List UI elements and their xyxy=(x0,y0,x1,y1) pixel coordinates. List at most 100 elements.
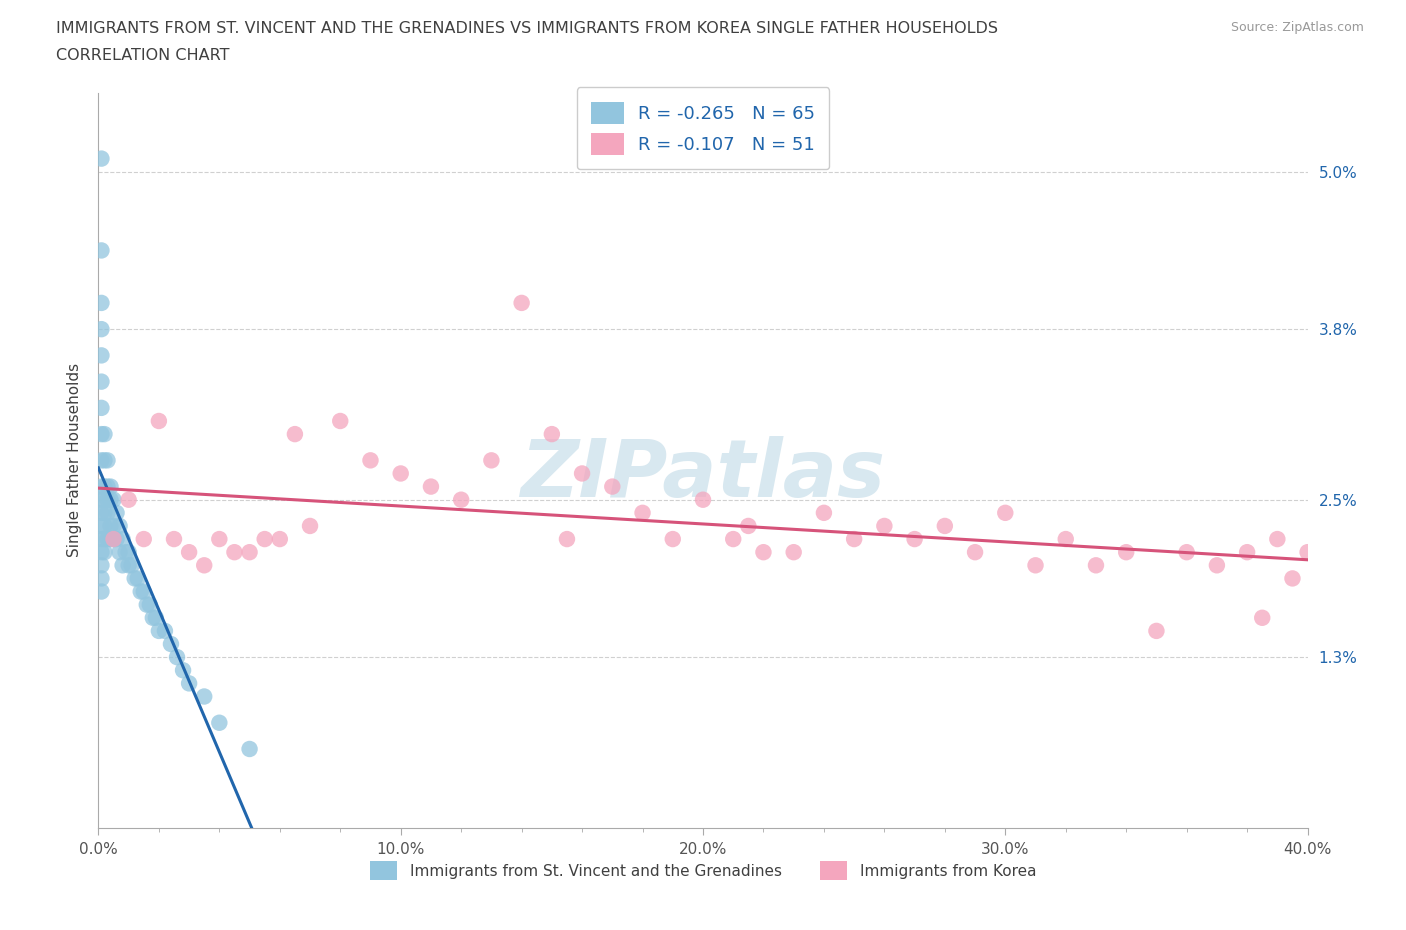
Point xyxy=(96,453,118,468)
Point xyxy=(208,715,231,730)
Point xyxy=(93,427,115,442)
Point xyxy=(93,453,115,468)
Point xyxy=(90,492,112,507)
Point xyxy=(224,545,246,560)
Point xyxy=(179,545,201,560)
Point xyxy=(114,545,136,560)
Point xyxy=(934,519,956,534)
Point xyxy=(90,519,112,534)
Point xyxy=(90,348,112,363)
Point xyxy=(93,545,115,560)
Point xyxy=(148,623,170,638)
Point xyxy=(844,532,866,547)
Point xyxy=(692,492,714,507)
Point xyxy=(965,545,987,560)
Point xyxy=(90,296,112,311)
Text: IMMIGRANTS FROM ST. VINCENT AND THE GRENADINES VS IMMIGRANTS FROM KOREA SINGLE F: IMMIGRANTS FROM ST. VINCENT AND THE GREN… xyxy=(56,21,998,36)
Point xyxy=(752,545,775,560)
Point xyxy=(360,453,382,468)
Point xyxy=(96,492,118,507)
Point xyxy=(111,558,134,573)
Point xyxy=(540,427,562,442)
Point xyxy=(93,479,115,494)
Point xyxy=(253,532,276,547)
Point xyxy=(90,322,112,337)
Point xyxy=(103,532,125,547)
Point xyxy=(420,479,443,494)
Text: CORRELATION CHART: CORRELATION CHART xyxy=(56,48,229,63)
Point xyxy=(555,532,578,547)
Point xyxy=(103,492,125,507)
Point xyxy=(96,479,118,494)
Point xyxy=(124,571,146,586)
Point xyxy=(90,427,112,442)
Point xyxy=(90,532,112,547)
Point xyxy=(90,545,112,560)
Point xyxy=(329,414,352,429)
Point xyxy=(135,597,157,612)
Point xyxy=(142,610,165,625)
Point xyxy=(127,571,149,586)
Point xyxy=(661,532,683,547)
Point xyxy=(193,558,215,573)
Point xyxy=(1144,623,1167,638)
Point xyxy=(90,453,112,468)
Point xyxy=(96,505,118,520)
Point xyxy=(284,427,307,442)
Point xyxy=(129,584,152,599)
Point xyxy=(103,532,125,547)
Point xyxy=(121,558,143,573)
Legend: Immigrants from St. Vincent and the Grenadines, Immigrants from Korea: Immigrants from St. Vincent and the Gren… xyxy=(364,856,1042,886)
Point xyxy=(166,650,188,665)
Point xyxy=(239,545,262,560)
Point xyxy=(93,519,115,534)
Point xyxy=(111,532,134,547)
Point xyxy=(90,374,112,389)
Point xyxy=(571,466,593,481)
Point xyxy=(783,545,806,560)
Point xyxy=(100,492,122,507)
Point xyxy=(96,532,118,547)
Point xyxy=(1024,558,1046,573)
Point xyxy=(994,505,1017,520)
Point xyxy=(90,584,112,599)
Point xyxy=(299,519,322,534)
Point xyxy=(1251,610,1274,625)
Point xyxy=(481,453,503,468)
Point xyxy=(163,532,186,547)
Point xyxy=(239,741,262,756)
Point xyxy=(93,532,115,547)
Point xyxy=(208,532,231,547)
Point xyxy=(179,676,201,691)
Point xyxy=(105,532,128,547)
Point xyxy=(389,466,412,481)
Point xyxy=(90,505,112,520)
Point xyxy=(1281,571,1303,586)
Point xyxy=(193,689,215,704)
Point xyxy=(90,152,112,166)
Point xyxy=(1267,532,1289,547)
Point xyxy=(1115,545,1137,560)
Point xyxy=(153,623,176,638)
Point xyxy=(118,545,141,560)
Point xyxy=(108,519,131,534)
Point xyxy=(90,571,112,586)
Point xyxy=(1296,545,1319,560)
Point xyxy=(1206,558,1229,573)
Point xyxy=(90,401,112,416)
Point xyxy=(132,532,155,547)
Point xyxy=(813,505,835,520)
Point xyxy=(1236,545,1258,560)
Point xyxy=(118,558,141,573)
Point xyxy=(172,663,194,678)
Text: Source: ZipAtlas.com: Source: ZipAtlas.com xyxy=(1230,21,1364,34)
Point xyxy=(269,532,291,547)
Point xyxy=(132,584,155,599)
Point xyxy=(105,505,128,520)
Point xyxy=(90,558,112,573)
Point xyxy=(450,492,472,507)
Point xyxy=(1085,558,1108,573)
Point xyxy=(100,519,122,534)
Point xyxy=(904,532,927,547)
Point xyxy=(139,597,162,612)
